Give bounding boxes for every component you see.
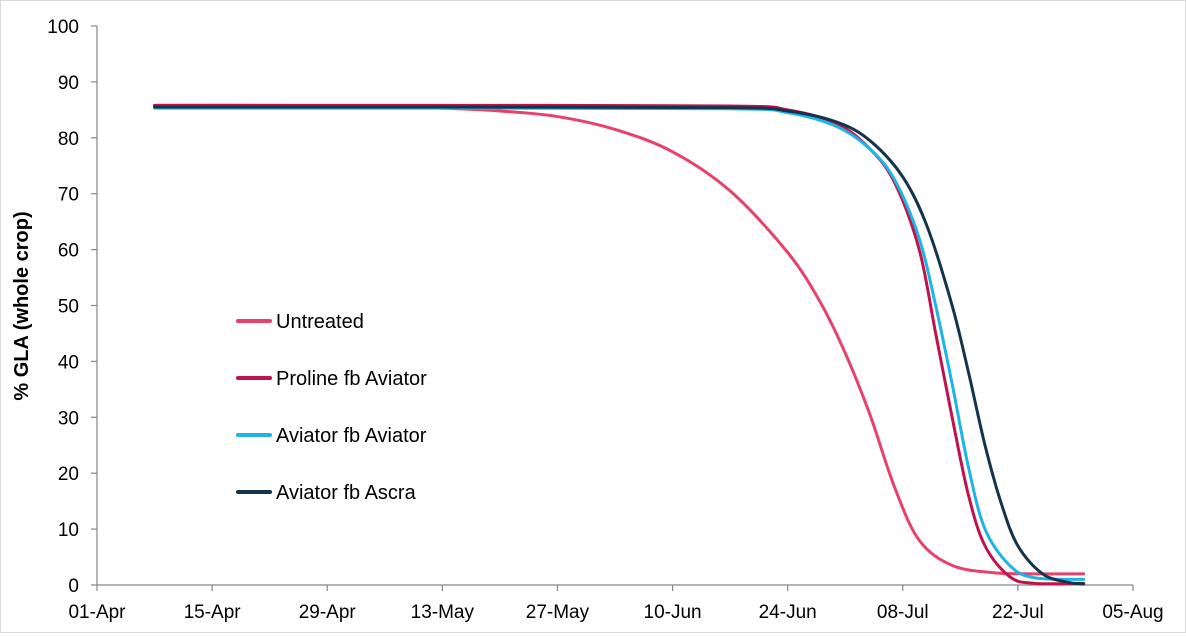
x-tick-label: 13-May [411,602,475,623]
series-lines [153,103,1086,586]
legend: Untreated Proline fb Aviator Aviator fb Av… [236,311,427,504]
x-tick-label: 22-Jul [992,602,1044,623]
y-tick-label: 70 [58,185,79,206]
x-tick-label: 05-Aug [1102,602,1163,623]
x-tick-label: 01-Apr [68,602,126,623]
x-tick-label: 08-Jul [877,602,929,623]
legend-label-aviator-fb-aviator: Aviator fb Aviator [276,425,427,447]
y-tick-label: 40 [58,352,79,373]
legend-label-proline-fb-aviator: Proline fb Aviator [276,368,427,390]
x-tick-label: 29-Apr [299,602,357,623]
y-tick-label: 50 [58,297,79,318]
series-line-aviator-fb-ascra [153,105,1086,586]
y-axis-title-group: % GLA (whole crop) [11,211,33,400]
y-tick-label: 80 [58,129,79,150]
series-line-aviator-fb-aviator [153,106,1086,581]
y-axis-title: % GLA (whole crop) [11,211,33,400]
axes: 0 10 20 30 40 50 60 70 80 90 100 01-Apr 15-Apr 29-Apr… [47,17,1163,623]
y-tick-label: 90 [58,73,79,94]
legend-label-untreated: Untreated [276,311,364,333]
x-tick-label: 24-Jun [759,602,817,623]
y-tick-label: 100 [47,17,79,38]
y-tick-label: 20 [58,464,79,485]
x-tick-label: 10-Jun [644,602,702,623]
x-tick-label: 27-May [526,602,590,623]
y-tick-label: 30 [58,408,79,429]
legend-label-aviator-fb-ascra: Aviator fb Ascra [276,482,417,504]
y-tick-label: 0 [68,576,79,597]
series-line-proline-fb-aviator [153,103,1086,586]
y-tick-label: 10 [58,520,79,541]
x-tick-label: 15-Apr [184,602,242,623]
y-tick-label: 60 [58,241,79,262]
